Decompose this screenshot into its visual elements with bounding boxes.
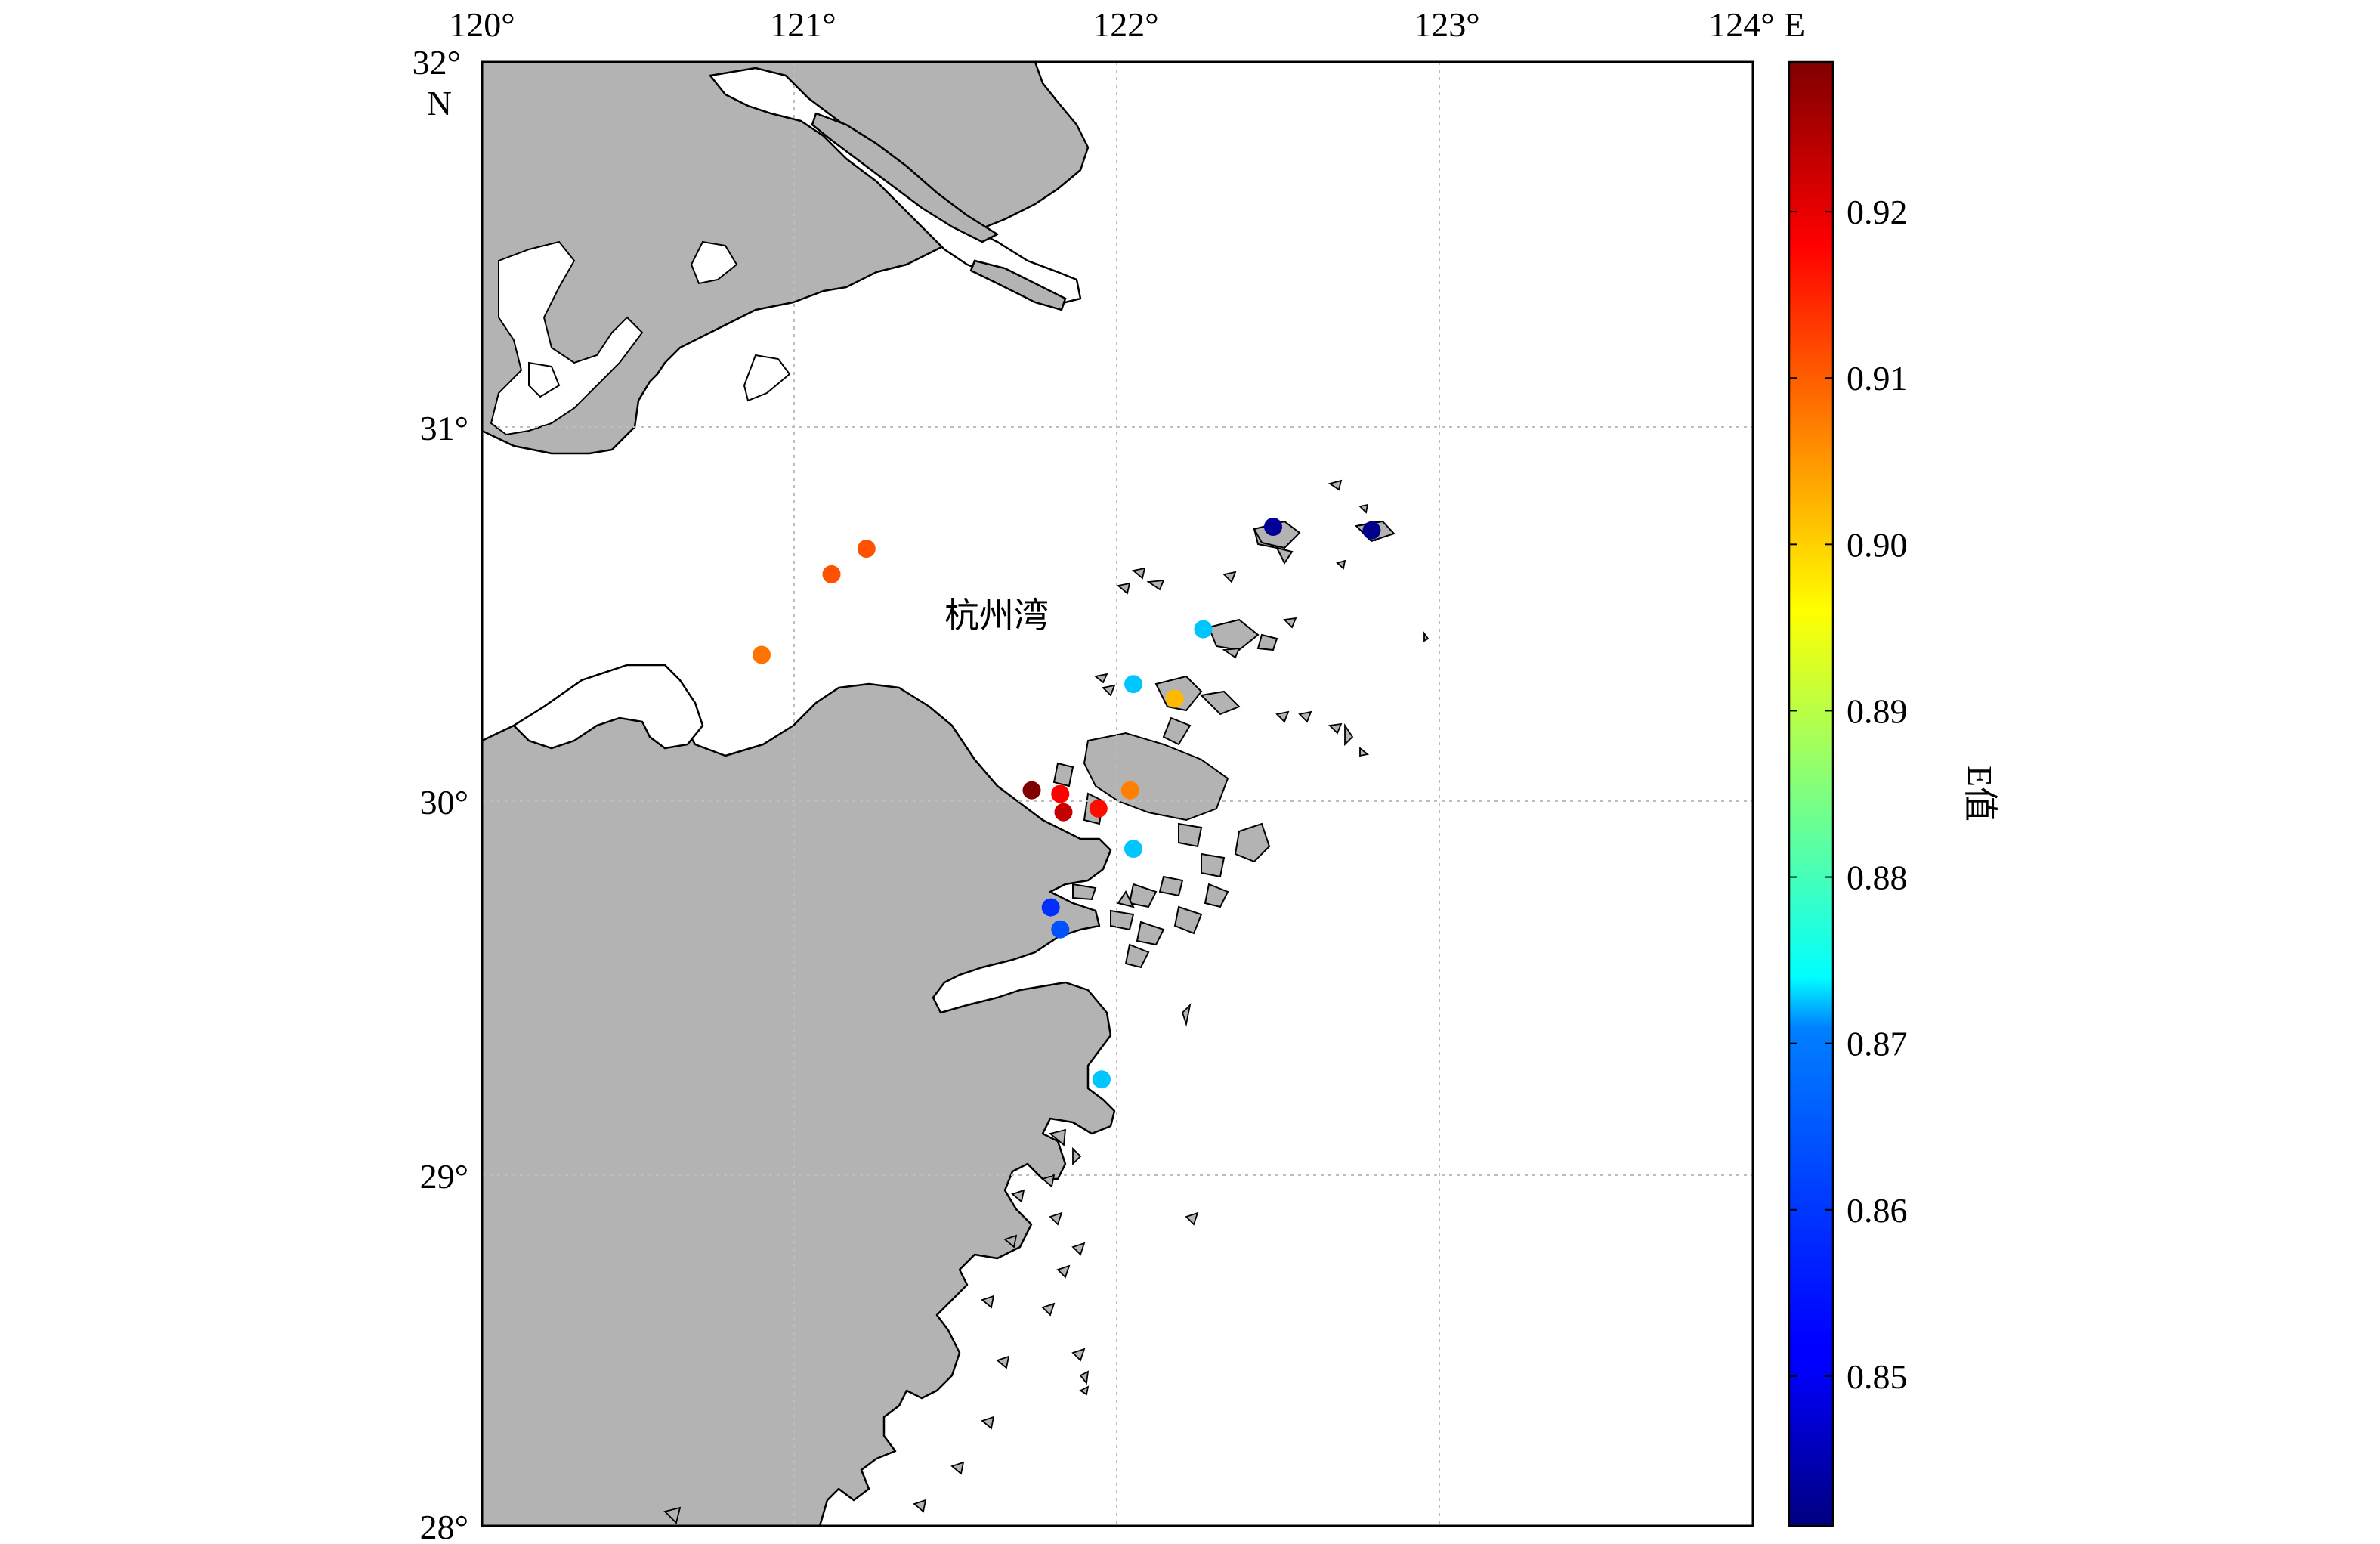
- colorbar-tick-label-7: 0.85: [1847, 1357, 1908, 1396]
- lat-tick-28: 28°: [420, 1508, 468, 1544]
- station-points: [753, 518, 1381, 1089]
- station-point-8: [1165, 689, 1184, 708]
- colorbar-tick-label-0: 0.92: [1847, 193, 1908, 231]
- colorbar-label: E值: [1961, 766, 1999, 822]
- station-point-1: [753, 645, 771, 664]
- land-layer: [482, 62, 1430, 1526]
- station-point-11: [1120, 781, 1139, 800]
- lon-unit-label: E: [1784, 5, 1805, 44]
- grid-lines: [482, 62, 1753, 1526]
- station-point-6: [1194, 620, 1213, 639]
- colorbar: [1788, 60, 1834, 1527]
- lon-tick-124: 124°: [1708, 5, 1774, 44]
- colorbar-tick-label-3: 0.89: [1847, 692, 1908, 730]
- map-frame: [481, 60, 1754, 1527]
- station-point-15: [1041, 898, 1060, 917]
- lon-tick-123: 123°: [1414, 5, 1479, 44]
- colorbar-tick-label-2: 0.90: [1847, 525, 1908, 564]
- lat-tick-labels: 32° N 31° 30° 29° 28°: [413, 43, 468, 1544]
- station-point-12: [1054, 803, 1073, 822]
- lake-2: [690, 240, 738, 285]
- colorbar-tick-label-4: 0.88: [1847, 859, 1908, 897]
- station-point-9: [1022, 781, 1041, 800]
- lat-unit-label: N: [427, 84, 452, 122]
- lon-tick-labels: 120° 121° 122° 123° 124° E: [449, 5, 1805, 44]
- station-point-13: [1089, 799, 1108, 818]
- station-point-3: [857, 540, 876, 559]
- lat-tick-29: 29°: [420, 1157, 468, 1196]
- colorbar-tick-label-6: 0.86: [1847, 1191, 1908, 1230]
- lon-tick-122: 122°: [1093, 5, 1158, 44]
- lake-3: [743, 354, 791, 402]
- station-point-16: [1051, 920, 1070, 939]
- lat-tick-32: 32°: [413, 43, 461, 82]
- bay-label: 杭州湾: [944, 596, 1049, 635]
- mainland-north: [482, 62, 1090, 455]
- lat-tick-31: 31°: [420, 409, 468, 447]
- river-island-2: [969, 259, 1067, 311]
- station-point-4: [1264, 518, 1282, 536]
- lon-tick-121: 121°: [770, 5, 836, 44]
- qiantang-river: [512, 664, 704, 750]
- lon-tick-120: 120°: [449, 5, 515, 44]
- colorbar-tick-label-1: 0.91: [1847, 359, 1908, 398]
- lat-tick-30: 30°: [420, 783, 468, 822]
- colorbar-tick-label-5: 0.87: [1847, 1025, 1908, 1063]
- station-point-17: [1093, 1070, 1111, 1089]
- small-islets: [663, 479, 1430, 1524]
- chongming-island: [811, 112, 999, 243]
- station-point-5: [1362, 521, 1381, 540]
- station-point-10: [1051, 784, 1070, 803]
- colorbar-ticks: 0.92 0.91 0.90 0.89 0.88 0.87 0.86 0.85: [1789, 193, 1908, 1396]
- station-point-7: [1124, 675, 1142, 694]
- station-point-14: [1124, 840, 1142, 859]
- station-point-2: [822, 565, 841, 583]
- mainland-south: [482, 664, 1116, 1526]
- lake-4: [528, 361, 561, 398]
